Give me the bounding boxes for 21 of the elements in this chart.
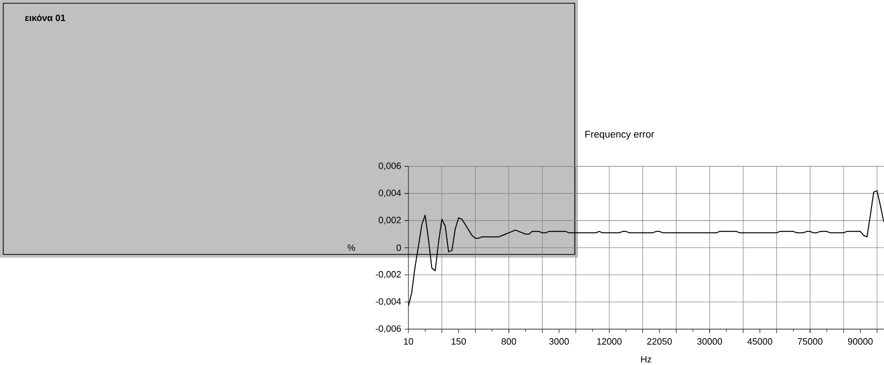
y-tick-label: -0,004 [376,298,402,306]
x-tick-label: 30000 [697,338,722,344]
y-tick-label: 0,004 [378,189,402,197]
x-tick-label: 75000 [798,338,822,344]
x-tick-label: 22050 [647,338,672,344]
chart-title: Frequency error [585,130,654,140]
y-tick-label: -0,002 [376,270,401,278]
x-tick-label: 3000 [549,338,569,344]
text: εικόνα 01 [25,14,66,21]
y-tick-label: 0 [396,244,401,251]
x-tick-label: 12000 [597,338,622,344]
x-tick-label: 10 [404,338,414,344]
x-tick-label: 45000 [747,338,772,344]
x-tick-label: 150 [452,338,466,344]
y-tick-label: -0,006 [376,325,401,333]
x-tick-label: 90000 [848,338,873,344]
y-tick-label: 0,002 [378,216,401,224]
x-axis-title: Hz [641,356,652,362]
x-tick-label: 800 [502,338,516,344]
y-axis-title: % [348,244,356,251]
y-tick-label: 0,006 [378,162,401,170]
